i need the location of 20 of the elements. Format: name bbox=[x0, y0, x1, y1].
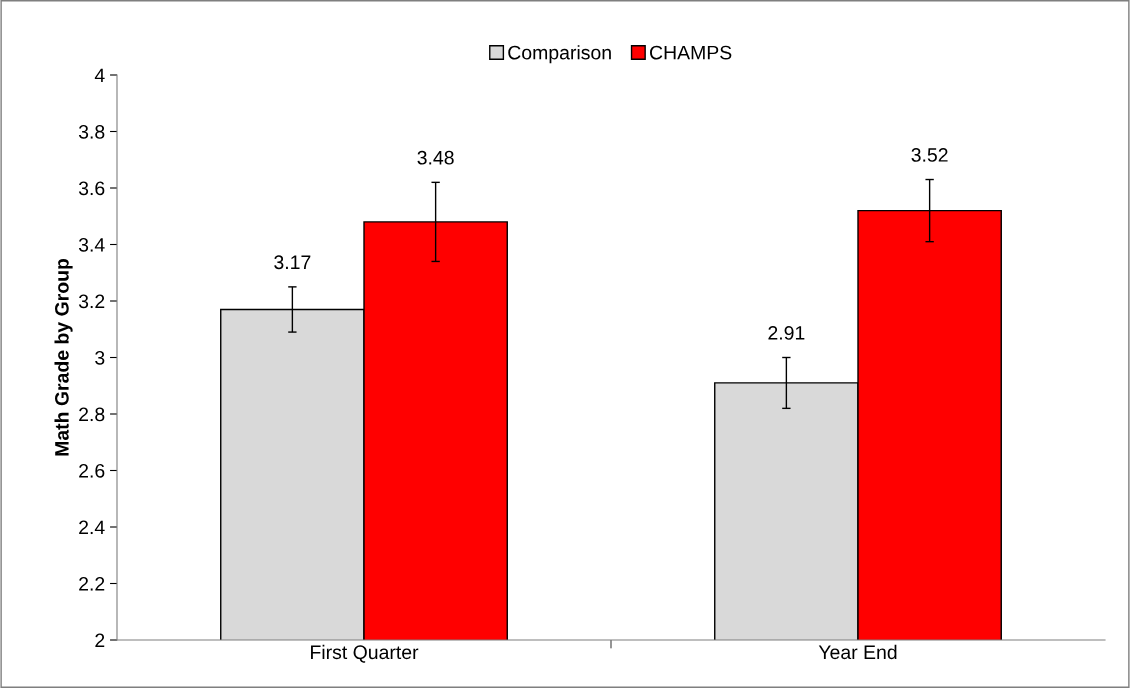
y-tick-label: 2.6 bbox=[79, 463, 105, 478]
data-label: 2.91 bbox=[768, 326, 805, 340]
legend-label: Comparison bbox=[508, 45, 611, 64]
x-tick-label: First Quarter bbox=[311, 644, 419, 663]
data-label: 3.52 bbox=[911, 148, 948, 162]
y-tick-label: 2 bbox=[95, 633, 105, 648]
y-tick-label: 3.2 bbox=[78, 294, 105, 309]
y-tick-label: 3.6 bbox=[78, 181, 105, 196]
y-tick-label: 4 bbox=[94, 68, 105, 83]
y-tick-label: 3.8 bbox=[78, 124, 105, 139]
y-tick-label: 2.4 bbox=[79, 520, 105, 535]
y-tick-label: 2.8 bbox=[79, 407, 105, 422]
x-tick-label: Year End bbox=[818, 644, 897, 660]
y-axis-title: Math Grade by Group bbox=[54, 258, 73, 456]
data-label: 3.17 bbox=[274, 255, 311, 270]
legend-label: CHAMPS bbox=[650, 45, 732, 60]
y-tick-label: 3 bbox=[95, 350, 105, 365]
y-tick-label: 3.4 bbox=[78, 237, 105, 252]
data-label: 3.48 bbox=[417, 150, 454, 165]
y-tick-label: 2.2 bbox=[79, 576, 105, 591]
